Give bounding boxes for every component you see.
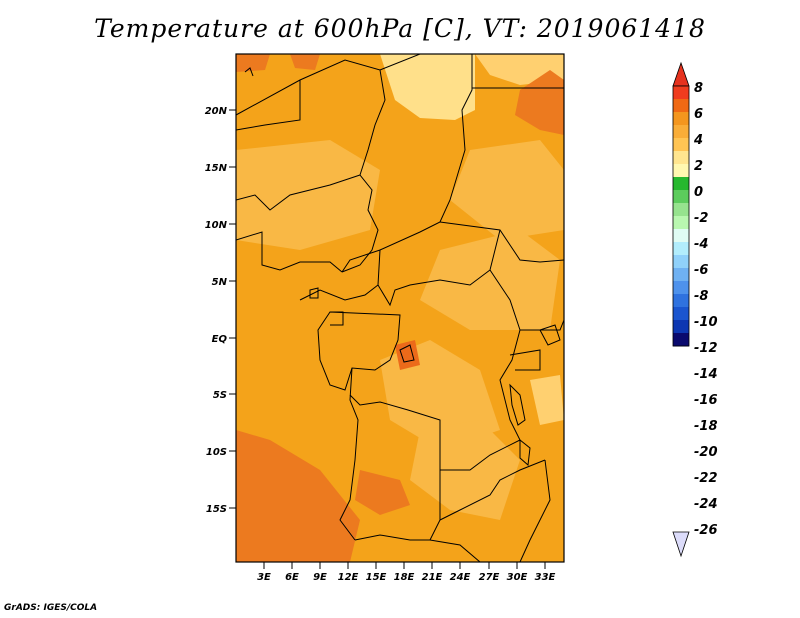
colorbar-swatch: [673, 255, 689, 269]
colorbar-swatch: [673, 307, 689, 321]
lon-label: 18E: [394, 572, 415, 583]
lon-label: 33E: [535, 572, 556, 583]
colorbar-label: -4: [694, 237, 708, 252]
colorbar-swatches: [672, 85, 690, 347]
lon-label: 12E: [338, 572, 359, 583]
field-patch-cool: [450, 140, 564, 240]
colorbar-label: -26: [694, 523, 718, 538]
colorbar-swatch: [673, 164, 689, 178]
field-patch-cool: [420, 230, 560, 330]
lat-label: 15S: [206, 504, 227, 515]
lat-label: 20N: [205, 106, 228, 117]
field-patch-warm: [236, 430, 360, 562]
colorbar-label: -2: [694, 211, 708, 226]
colorbar-label: -12: [694, 341, 718, 356]
colorbar-swatch: [673, 151, 689, 165]
colorbar-swatch: [673, 99, 689, 113]
field-patch-warm: [395, 340, 420, 370]
colorbar-label: -24: [694, 497, 718, 512]
lat-label: 10S: [206, 447, 227, 458]
lon-label: 21E: [422, 572, 443, 583]
colorbar-label: 8: [694, 81, 703, 96]
field-patch-warm: [290, 54, 320, 70]
colorbar-label: -20: [694, 445, 718, 460]
colorbar-swatch: [673, 333, 689, 347]
temperature-field: [236, 54, 564, 562]
field-patch-cool: [236, 140, 380, 250]
lat-label: 5S: [213, 390, 227, 401]
lon-label: 6E: [285, 572, 299, 583]
colorbar-swatch: [673, 294, 689, 308]
colorbar-swatch: [673, 86, 689, 100]
colorbar-labels: 8 6 4 2 0 -2 -4 -6 -8 -10 -12 -14 -16 -1…: [693, 81, 718, 538]
colorbar-swatch: [673, 216, 689, 230]
credit-text: GrADS: IGES/COLA: [4, 603, 98, 613]
colorbar-label: 4: [693, 133, 703, 148]
colorbar-swatch: [673, 320, 689, 334]
colorbar-label: -14: [694, 367, 718, 382]
field-patch-cold: [530, 375, 564, 425]
colorbar-label: -18: [694, 419, 718, 434]
lat-label: 15N: [205, 163, 228, 174]
field-patch-warm: [236, 54, 270, 72]
colorbar-label: 2: [694, 159, 703, 174]
lon-label: 15E: [366, 572, 387, 583]
colorbar-under-arrow: [672, 531, 690, 558]
map-frame: [235, 53, 565, 563]
colorbar-label: 6: [694, 107, 703, 122]
lat-label: EQ: [212, 334, 228, 345]
colorbar-frame: [672, 85, 690, 347]
field-patch-warm: [355, 470, 410, 515]
lon-label: 30E: [507, 572, 528, 583]
field-patch-cold: [380, 54, 475, 120]
colorbar-swatch: [673, 190, 689, 204]
longitude-axis: [263, 562, 546, 569]
lakes: [244, 67, 561, 467]
colorbar-label: 0: [694, 185, 703, 200]
lat-label: 10N: [205, 220, 228, 231]
colorbar-swatch: [673, 138, 689, 152]
colorbar-swatch: [673, 229, 689, 243]
latitude-labels: 20N 15N 10N 5N EQ 5S 10S 15S: [205, 106, 228, 515]
longitude-labels: 3E 6E 9E 12E 15E 18E 21E 24E 27E 30E 33E: [257, 572, 555, 583]
colorbar-label: -22: [694, 471, 718, 486]
colorbar-swatch: [673, 112, 689, 126]
country-boundaries: [236, 54, 564, 562]
colorbar-swatch: [673, 242, 689, 256]
colorbar-swatch: [673, 268, 689, 282]
colorbar-label: -8: [694, 289, 708, 304]
lon-label: 3E: [257, 572, 271, 583]
colorbar-swatch: [673, 125, 689, 139]
lat-label: 5N: [212, 277, 228, 288]
latitude-axis: [229, 109, 236, 509]
colorbar-swatch: [673, 281, 689, 295]
lon-label: 9E: [313, 572, 327, 583]
lon-label: 24E: [450, 572, 471, 583]
field-patch-warm: [515, 70, 564, 135]
colorbar-label: -10: [694, 315, 718, 330]
colorbar-label: -16: [694, 393, 718, 408]
lon-label: 27E: [479, 572, 500, 583]
colorbar-swatch: [673, 177, 689, 191]
colorbar-swatch: [673, 203, 689, 217]
colorbar-label: -6: [694, 263, 708, 278]
chart-title: Temperature at 600hPa [C], VT: 201906141…: [94, 14, 706, 43]
colorbar-over-arrow: [672, 61, 690, 87]
colorbar: 8 6 4 2 0 -2 -4 -6 -8 -10 -12 -14 -16 -1…: [672, 61, 718, 558]
